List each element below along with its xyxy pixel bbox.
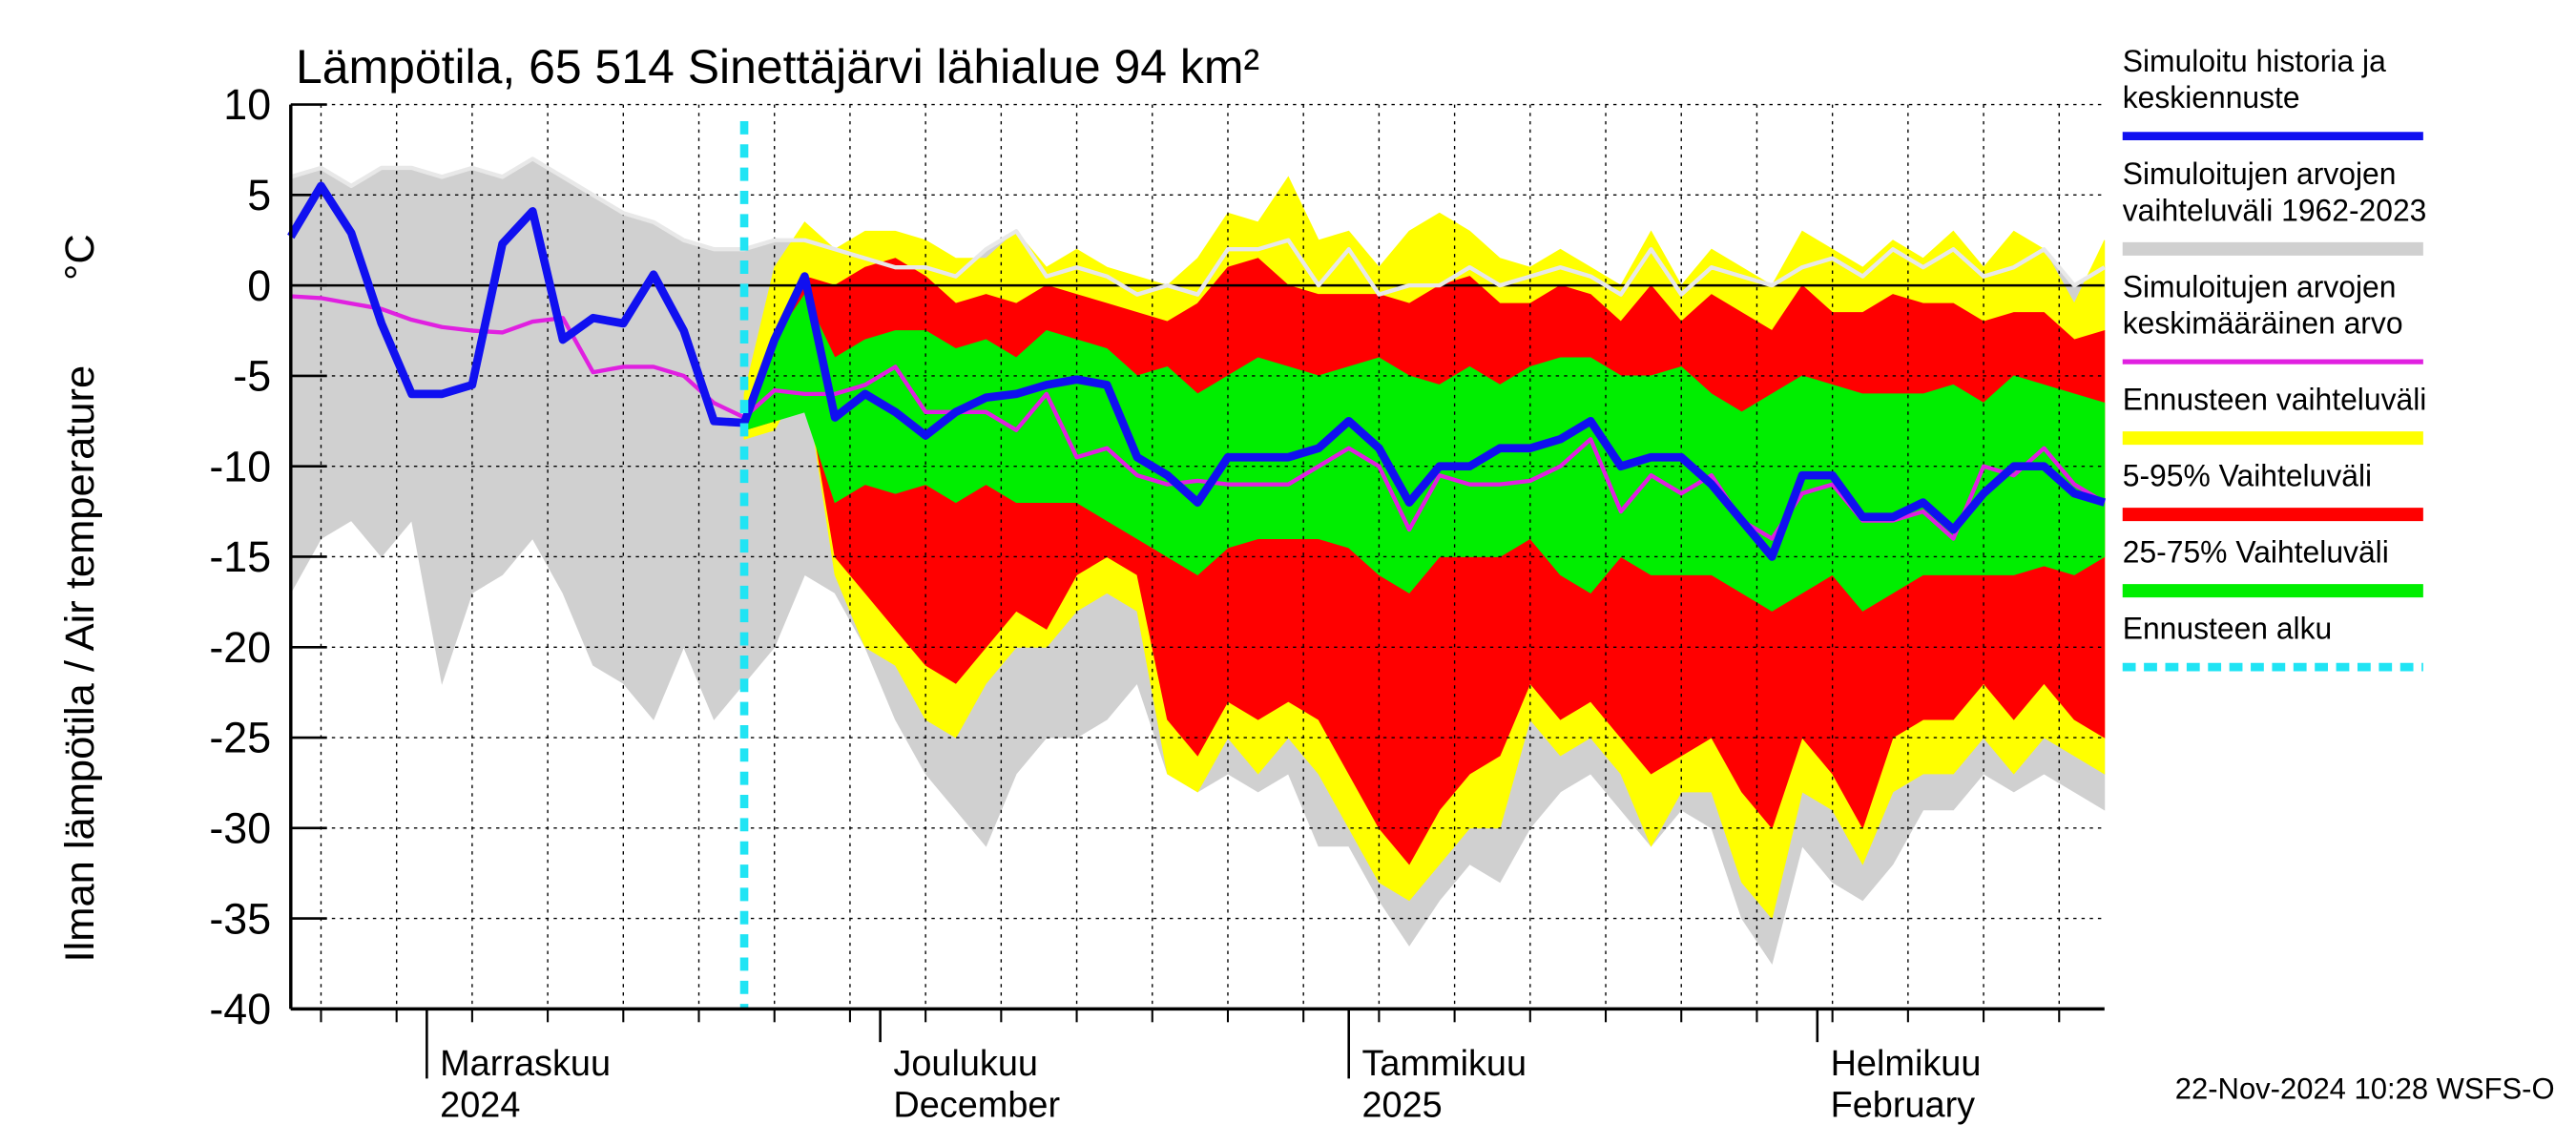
chart-title: Lämpötila, 65 514 Sinettäjärvi lähialue …	[296, 40, 1259, 94]
legend-label: keskimääräinen arvo	[2123, 305, 2403, 340]
y-tick-label: -30	[209, 803, 271, 852]
x-tick-label: Joulukuu	[893, 1044, 1038, 1084]
y-tick-label: -15	[209, 532, 271, 581]
y-axis-unit: °C	[57, 234, 103, 281]
x-tick-label: 2025	[1361, 1085, 1442, 1125]
x-tick-label: December	[893, 1085, 1060, 1125]
y-tick-label: -35	[209, 894, 271, 943]
x-tick-label: Marraskuu	[440, 1044, 611, 1084]
y-tick-label: 5	[247, 171, 271, 219]
y-tick-label: -5	[233, 351, 271, 400]
legend-label: vaihteluväli 1962-2023	[2123, 193, 2427, 227]
plot-area: 10 5 0 -5 -10 -15 -20 -25 -30 -35 -40 Marraskuu2024…	[209, 80, 2107, 1125]
y-tick-label: -40	[209, 985, 271, 1033]
y-tick-label: -25	[209, 713, 271, 761]
x-tick-label: Tammikuu	[1361, 1044, 1527, 1084]
series-line	[287, 181, 2107, 561]
x-tick-label: 2024	[440, 1085, 520, 1125]
y-tick-label: -20	[209, 623, 271, 672]
legend-label: 5-95% Vaihteluväli	[2123, 458, 2372, 492]
legend-label: Simuloitujen arvojen	[2123, 156, 2397, 191]
legend-label: Ennusteen alku	[2123, 611, 2333, 645]
legend-label: keskiennuste	[2123, 80, 2300, 114]
series-line	[290, 294, 2106, 541]
legend-label: 25-75% Vaihteluväli	[2123, 534, 2389, 569]
x-tick-label: February	[1831, 1085, 1976, 1125]
y-tick-label: 10	[223, 80, 271, 129]
y-tick-label: -10	[209, 442, 271, 490]
range-edge	[290, 156, 2106, 297]
y-tick-label: 0	[247, 261, 271, 310]
legend-label: Simuloitujen arvojen	[2123, 269, 2397, 303]
legend-label: Simuloitu historia ja	[2123, 44, 2386, 78]
legend-label: Ennusteen vaihteluväli	[2123, 382, 2427, 416]
y-axis-label: Ilman lämpötila / Air temperature	[57, 365, 103, 963]
footer: 22-Nov-2024 10:28 WSFS-O	[2175, 1072, 2555, 1105]
x-tick-label: Helmikuu	[1831, 1044, 1982, 1084]
